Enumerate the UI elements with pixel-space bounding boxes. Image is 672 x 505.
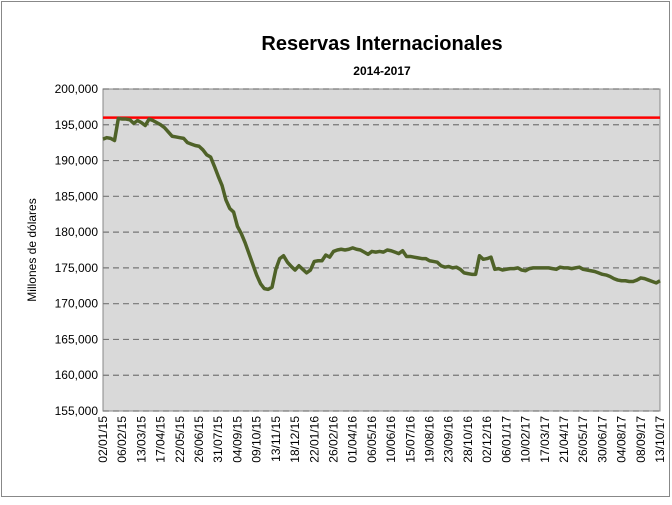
y-tick-label: 190,000 xyxy=(55,154,99,168)
y-tick-label: 165,000 xyxy=(55,332,99,346)
x-tick-label: 26/05/17 xyxy=(576,416,590,463)
x-tick-label: 17/04/15 xyxy=(154,416,168,463)
y-axis-label: Millones de dólares xyxy=(25,198,39,301)
y-tick-label: 175,000 xyxy=(55,261,99,275)
chart-title: Reservas Internacionales xyxy=(261,33,502,55)
x-tick-label: 06/05/16 xyxy=(365,416,379,463)
y-tick-label: 180,000 xyxy=(55,225,99,239)
x-tick-label: 06/01/17 xyxy=(499,416,513,463)
x-tick-label: 13/10/17 xyxy=(653,416,667,463)
x-tick-label: 26/02/16 xyxy=(326,416,340,463)
data-line xyxy=(102,116,661,292)
y-tick-label: 170,000 xyxy=(55,297,99,311)
x-tick-label: 02/12/16 xyxy=(480,416,494,463)
x-tick-label: 01/04/16 xyxy=(346,416,360,463)
y-tick-label: 160,000 xyxy=(55,368,99,382)
x-tick-label: 22/01/16 xyxy=(307,416,321,463)
x-tick-label: 06/02/15 xyxy=(115,416,129,463)
x-tick-label: 02/01/15 xyxy=(96,416,110,463)
x-tick-label: 09/10/15 xyxy=(250,416,264,463)
x-tick-label: 31/07/15 xyxy=(211,416,225,463)
y-tick-label: 185,000 xyxy=(55,189,99,203)
y-tick-label: 200,000 xyxy=(55,82,99,96)
x-tick-label: 13/03/15 xyxy=(134,416,148,463)
plot-area xyxy=(102,88,661,412)
x-tick-label: 23/09/16 xyxy=(442,416,456,463)
x-tick-label: 15/07/16 xyxy=(403,416,417,463)
y-tick-label: 195,000 xyxy=(55,118,99,132)
x-tick-label: 17/03/17 xyxy=(538,416,552,463)
x-tick-label: 04/09/15 xyxy=(230,416,244,463)
x-tick-label: 10/06/16 xyxy=(384,416,398,463)
x-tick-label: 08/09/17 xyxy=(634,416,648,463)
x-tick-label: 13/11/15 xyxy=(269,416,283,462)
x-tick-label: 18/12/15 xyxy=(288,416,302,463)
x-tick-label: 28/10/16 xyxy=(461,416,475,463)
x-tick-label: 26/06/15 xyxy=(192,416,206,463)
x-tick-label: 19/08/16 xyxy=(423,416,437,463)
x-tick-label: 22/05/15 xyxy=(173,416,187,463)
y-tick-label: 155,000 xyxy=(55,404,99,418)
x-tick-label: 30/06/17 xyxy=(595,416,609,463)
x-tick-label: 21/04/17 xyxy=(557,416,571,463)
x-tick-label: 04/08/17 xyxy=(615,416,629,463)
chart-subtitle: 2014-2017 xyxy=(353,64,411,78)
x-tick-label: 10/02/17 xyxy=(519,416,533,463)
